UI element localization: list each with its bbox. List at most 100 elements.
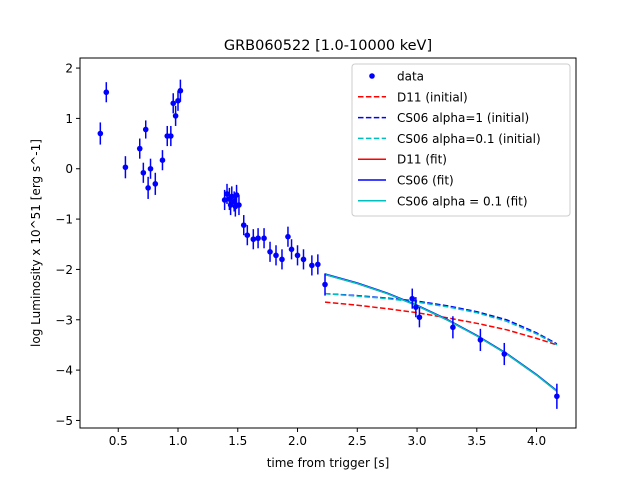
- data-point: [261, 228, 267, 249]
- data-marker: [501, 351, 508, 357]
- data-marker: [147, 165, 154, 172]
- x-tick-label: 4.0: [527, 434, 546, 448]
- data-marker: [416, 314, 423, 321]
- y-axis-label: log Luminosity x 10^51 [erg s^-1]: [29, 139, 43, 347]
- data-marker: [228, 193, 235, 200]
- x-tick-label: 3.5: [467, 434, 486, 448]
- data-point: [450, 316, 456, 339]
- data-point: [236, 194, 242, 216]
- data-marker: [255, 235, 261, 242]
- data-marker: [122, 164, 129, 171]
- data-marker: [136, 145, 143, 152]
- x-tick-label: 1.5: [228, 434, 247, 448]
- data-point: [159, 150, 166, 171]
- data-marker: [240, 222, 247, 228]
- plot-area: [79, 57, 577, 429]
- legend-entry: D11 (fit): [358, 153, 447, 167]
- data-point: [300, 249, 307, 270]
- y-tick-label: −5: [55, 414, 73, 428]
- data-marker: [236, 202, 242, 208]
- legend-label: D11 (fit): [397, 153, 447, 167]
- data-point: [416, 307, 423, 328]
- data-point: [279, 249, 285, 270]
- data-point: [147, 158, 154, 179]
- x-axis-label: time from trigger [s]: [267, 456, 390, 470]
- data-marker: [250, 236, 257, 243]
- data-point: [309, 255, 315, 276]
- data-marker: [145, 185, 151, 191]
- legend-label: CS06 alpha=0.1 (initial): [397, 132, 541, 146]
- data-point: [224, 183, 230, 204]
- data-point: [145, 176, 151, 199]
- legend-label: CS06 (fit): [397, 174, 454, 188]
- x-tick-label: 0.5: [109, 434, 128, 448]
- legend-entry: CS06 alpha=1 (initial): [358, 111, 529, 125]
- data-marker: [221, 197, 228, 203]
- y-tick-label: −3: [55, 313, 73, 327]
- y-axis: −5 −4 −3 −2 −1 0 1 2: [55, 62, 80, 428]
- data-marker: [294, 252, 301, 259]
- data-marker: [97, 130, 104, 137]
- data-point: [267, 241, 273, 262]
- data-marker: [152, 181, 159, 187]
- data-marker: [261, 235, 267, 242]
- data-marker: [172, 113, 179, 119]
- data-marker: [450, 324, 456, 331]
- data-marker: [477, 337, 484, 343]
- data-marker: [279, 256, 285, 263]
- data-marker: [103, 89, 110, 96]
- data-marker: [170, 100, 177, 107]
- legend-label: data: [397, 70, 424, 84]
- series-line-cs06-alpha-0-1-initial: [324, 292, 558, 346]
- data-point: [250, 229, 257, 250]
- data-point: [288, 239, 295, 260]
- data-point: [413, 297, 419, 318]
- data-point: [140, 162, 147, 183]
- y-tick-label: −1: [55, 213, 73, 227]
- series-line-d11-initial: [324, 301, 558, 346]
- legend-entry: CS06 (fit): [358, 174, 454, 188]
- x-axis: 0.5 1.0 1.5 2.0 2.5 3.0 3.5 4.0: [109, 428, 546, 448]
- y-tick-label: 2: [65, 62, 73, 76]
- data-point: [136, 138, 143, 159]
- data-point: [294, 245, 301, 266]
- data-marker: [273, 252, 279, 259]
- data-point: [285, 226, 291, 247]
- data-point: [501, 342, 508, 366]
- legend-entry: data: [369, 70, 424, 84]
- chart-title: GRB060522 [1.0-10000 keV]: [224, 38, 432, 54]
- data-point: [322, 273, 328, 296]
- data-point: [122, 156, 129, 179]
- data-marker: [554, 393, 560, 400]
- data-marker: [309, 262, 315, 269]
- legend-label: CS06 alpha = 0.1 (fit): [397, 194, 528, 208]
- data-point: [409, 288, 416, 309]
- data-point: [177, 79, 184, 102]
- x-tick-label: 2.0: [288, 434, 307, 448]
- data-point: [233, 184, 240, 205]
- data-point: [240, 215, 247, 236]
- y-tick-label: 1: [65, 112, 73, 126]
- data-point: [244, 225, 251, 246]
- y-tick-label: −2: [55, 263, 73, 277]
- data-marker: [224, 191, 230, 197]
- legend-label: CS06 alpha=1 (initial): [397, 111, 529, 125]
- data-point: [152, 172, 159, 195]
- data-point: [315, 254, 321, 275]
- data-marker: [177, 87, 184, 94]
- legend-box: [351, 63, 571, 217]
- data-marker: [300, 256, 307, 263]
- data-marker: [267, 249, 273, 255]
- legend: data D11 (initial) CS06 alpha=1 (initial) C…: [351, 63, 571, 217]
- data-point: [103, 82, 110, 103]
- data-point: [273, 245, 279, 266]
- data-marker: [159, 157, 166, 163]
- data-marker: [322, 281, 328, 288]
- data-points: [97, 79, 560, 409]
- legend-entry: D11 (initial): [358, 90, 468, 104]
- data-point: [172, 105, 179, 126]
- data-point: [255, 228, 261, 249]
- data-marker: [288, 246, 295, 253]
- data-point: [168, 125, 174, 147]
